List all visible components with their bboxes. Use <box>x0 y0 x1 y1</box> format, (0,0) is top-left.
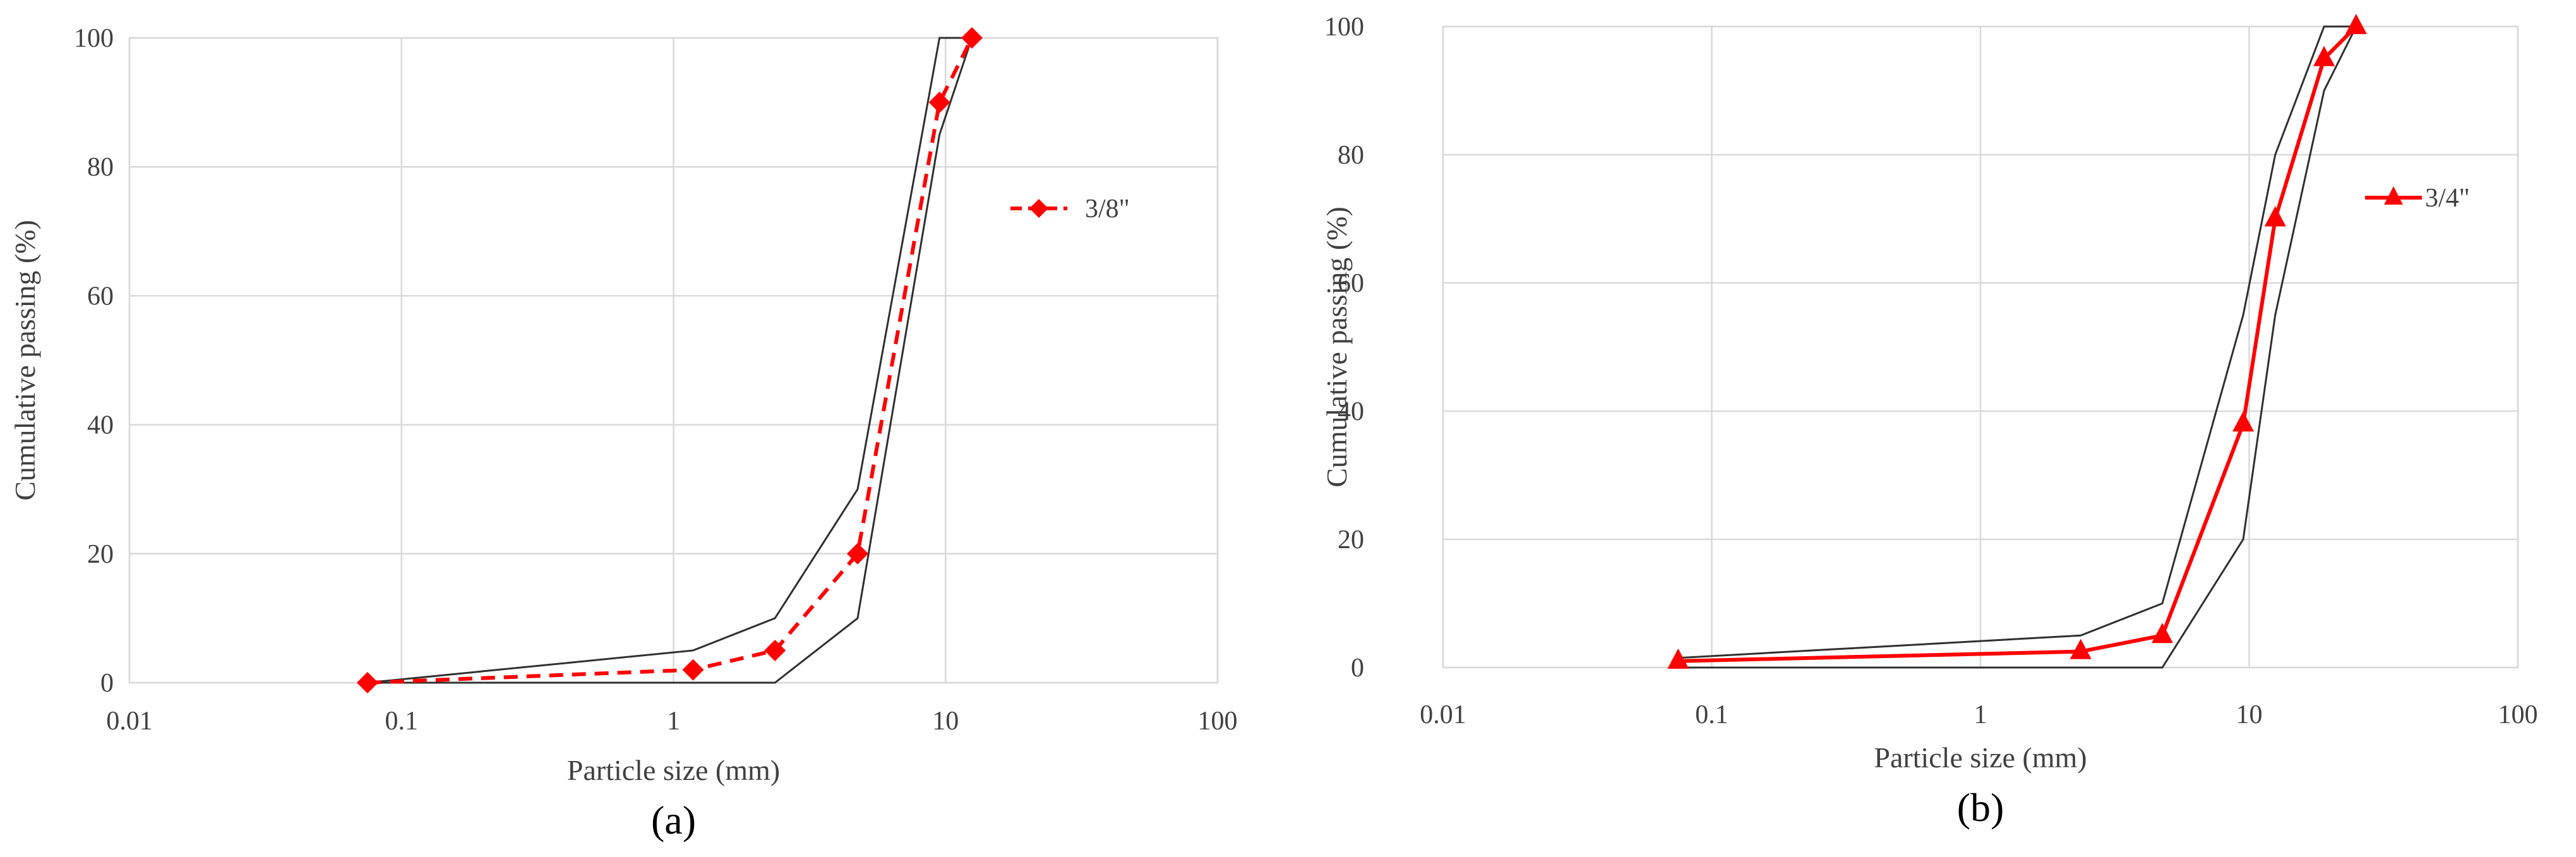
series-line <box>367 37 974 685</box>
data-point-marker <box>2313 45 2335 66</box>
legend: 3/4" <box>2365 184 2470 213</box>
chart-panel-b: 0 20 40 60 80 100 0.01 0.1 1 10 100 Particle size (… <box>1321 13 2538 830</box>
y-tick-label: 80 <box>1338 141 1364 170</box>
x-tick-label: 1 <box>667 707 680 736</box>
data-point-marker <box>2070 638 2092 659</box>
x-tick-label: 100 <box>2498 700 2538 729</box>
panel-label: (b) <box>1957 785 2004 830</box>
data-point-marker <box>1667 648 1689 669</box>
legend-marker <box>2384 186 2403 205</box>
x-tick-label: 0.01 <box>1420 700 1466 729</box>
data-point-marker <box>2345 14 2367 34</box>
x-tick-label: 1 <box>1974 700 1987 729</box>
legend-label: 3/8" <box>1085 195 1130 224</box>
upper-limit-line <box>367 37 972 684</box>
lower-limit-line <box>1678 26 2357 669</box>
y-tick-label: 80 <box>87 153 114 182</box>
legend-marker <box>1029 199 1048 218</box>
data-point-marker <box>356 672 378 693</box>
x-tick-label: 10 <box>2236 700 2263 729</box>
y-tick-label: 60 <box>87 282 114 311</box>
series-line <box>1678 25 2357 663</box>
legend: 3/8" <box>1010 195 1130 224</box>
x-tick-label: 0.1 <box>1695 700 1728 729</box>
y-tick-label: 0 <box>1351 654 1364 683</box>
y-tick-label: 20 <box>87 540 114 569</box>
data-point-marker <box>928 92 950 114</box>
panel-label: (a) <box>651 798 696 842</box>
x-tick-label: 0.1 <box>385 707 419 736</box>
legend-label: 3/4" <box>2425 184 2470 213</box>
data-point-marker <box>764 639 786 661</box>
y-tick-label: 0 <box>100 669 114 698</box>
y-tick-label: 40 <box>1338 397 1364 426</box>
data-point-marker <box>2151 623 2173 644</box>
x-tick-label: 0.01 <box>106 707 153 736</box>
y-tick-label: 100 <box>74 24 114 53</box>
data-point-marker <box>682 659 704 681</box>
chart-panel-a: 0 20 40 60 80 100 0.01 0.1 1 10 100 Particle size (… <box>9 24 1238 842</box>
upper-limit-line <box>1678 25 2356 659</box>
y-tick-label: 40 <box>87 411 114 440</box>
x-tick-label: 100 <box>1198 707 1238 736</box>
x-tick-label: 10 <box>932 707 959 736</box>
y-tick-label: 60 <box>1338 269 1364 298</box>
data-point-marker <box>846 542 868 565</box>
data-point-marker <box>2232 411 2255 432</box>
data-point-marker <box>2264 206 2286 227</box>
y-axis-label: Cumulative passing (%) <box>9 220 41 501</box>
x-axis-label: Particle size (mm) <box>567 754 780 786</box>
x-axis-label: Particle size (mm) <box>1874 741 2087 774</box>
y-tick-label: 100 <box>1324 13 1364 42</box>
lower-limit-line <box>367 37 973 684</box>
data-point-marker <box>961 27 983 49</box>
y-tick-label: 20 <box>1338 525 1364 554</box>
y-axis-label: Cumulative passing (%) <box>1321 207 1353 488</box>
